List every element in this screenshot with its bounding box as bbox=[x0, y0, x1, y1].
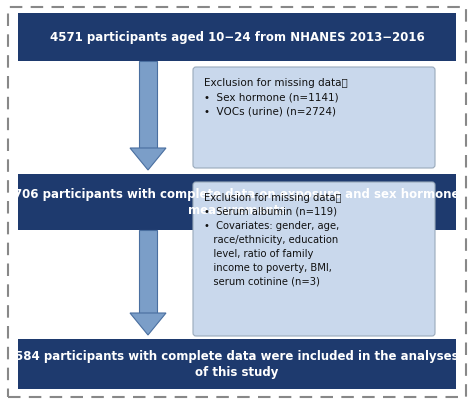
Bar bbox=[139, 230, 157, 313]
Text: 4571 participants aged 10−24 from NHANES 2013−2016: 4571 participants aged 10−24 from NHANES… bbox=[50, 32, 424, 45]
Text: 584 participants with complete data were included in the analyses
of this study: 584 participants with complete data were… bbox=[15, 350, 459, 379]
Text: Exclusion for missing data：
•  Serum albumin (n=119)
•  Covariates: gender, age,: Exclusion for missing data： • Serum albu… bbox=[204, 192, 341, 286]
Bar bbox=[18, 14, 456, 62]
FancyBboxPatch shape bbox=[193, 68, 435, 168]
Text: 706 participants with complete data on exposure and sex hormone
measurements: 706 participants with complete data on e… bbox=[14, 188, 460, 217]
Text: Exclusion for missing data：
•  Sex hormone (n=1141)
•  VOCs (urine) (n=2724): Exclusion for missing data： • Sex hormon… bbox=[204, 78, 348, 116]
Bar bbox=[18, 175, 456, 230]
Polygon shape bbox=[130, 313, 166, 335]
FancyBboxPatch shape bbox=[193, 183, 435, 336]
Bar bbox=[139, 62, 157, 149]
Bar bbox=[18, 339, 456, 389]
Polygon shape bbox=[130, 149, 166, 171]
